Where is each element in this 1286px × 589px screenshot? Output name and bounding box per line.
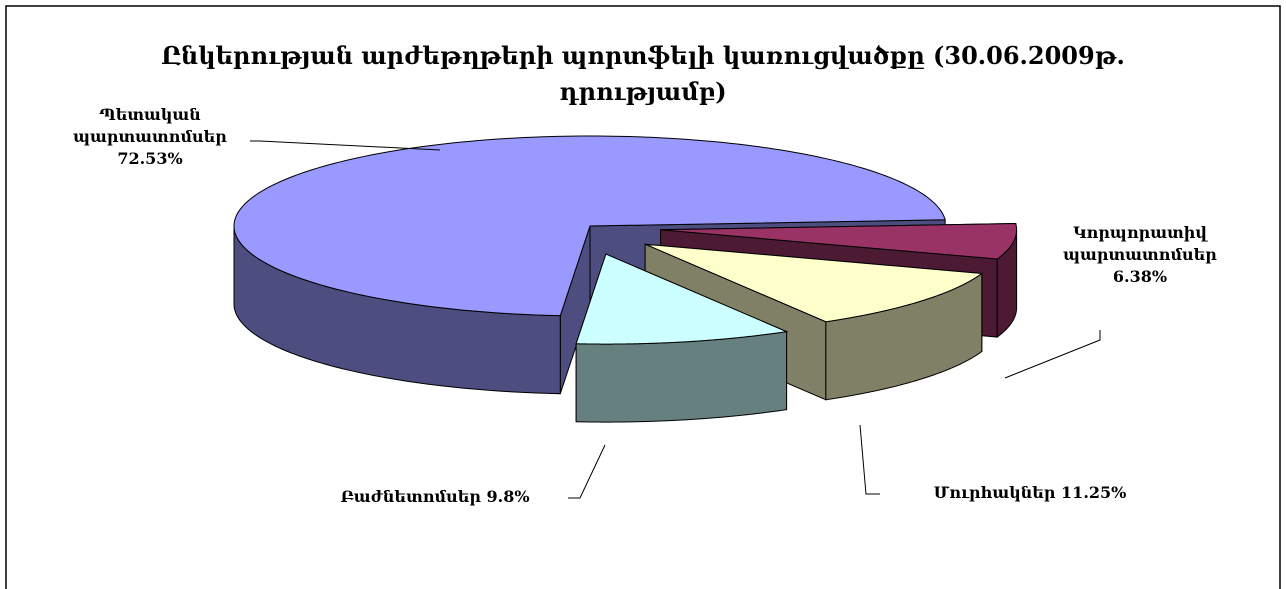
chart-title: Ընկերության արժեթղթերի պորտֆելի կառուցվա… [161, 41, 1125, 106]
data-label: Մուրհակներ 11.25% [880, 482, 1180, 504]
leader-line [250, 140, 441, 151]
data-label-value: 9.8% [486, 487, 530, 506]
data-label-name: Բաժնետոմսեր [340, 487, 481, 506]
slice-top [660, 222, 1018, 260]
data-label-value: 11.25% [1061, 483, 1127, 502]
leader-line [1004, 330, 1101, 379]
data-label-name: Կորպորատիվ պարտատոմսեր [1063, 223, 1217, 264]
data-label-value: 72.53% [117, 149, 183, 168]
frame [5, 5, 1281, 589]
slice-side [575, 331, 788, 423]
slice-top [644, 243, 984, 323]
data-label-name: Պետական պարտատոմսեր [73, 105, 227, 146]
slice-top [575, 253, 789, 345]
data-label-value: 6.38% [1112, 267, 1168, 286]
leader-line [859, 424, 880, 495]
data-label-name: Մուրհակներ [933, 483, 1056, 502]
data-label: Բաժնետոմսեր 9.8% [300, 486, 570, 508]
leader-line [568, 444, 606, 499]
data-label: Պետական պարտատոմսեր 72.53% [45, 104, 255, 170]
data-label: Կորպորատիվ պարտատոմսեր 6.38% [1040, 222, 1240, 288]
pie-slice [575, 253, 789, 423]
slice-top [233, 135, 946, 317]
